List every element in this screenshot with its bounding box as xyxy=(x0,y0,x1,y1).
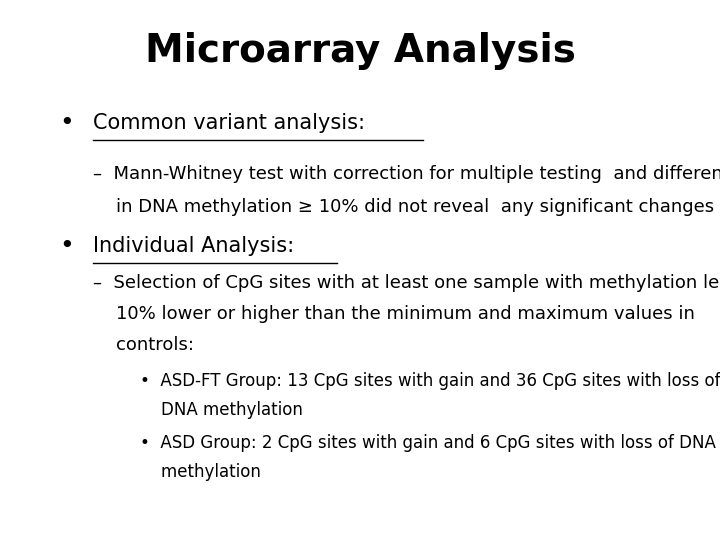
Text: DNA methylation: DNA methylation xyxy=(140,401,303,418)
Text: Common variant analysis:: Common variant analysis: xyxy=(93,113,364,133)
Text: •: • xyxy=(59,234,73,258)
Text: –  Selection of CpG sites with at least one sample with methylation level: – Selection of CpG sites with at least o… xyxy=(93,274,720,292)
Text: methylation: methylation xyxy=(140,463,261,481)
Text: –  Mann-Whitney test with correction for multiple testing  and difference: – Mann-Whitney test with correction for … xyxy=(93,165,720,183)
Text: Individual Analysis:: Individual Analysis: xyxy=(93,236,294,256)
Text: in DNA methylation ≥ 10% did not reveal  any significant changes: in DNA methylation ≥ 10% did not reveal … xyxy=(93,198,714,216)
Text: •: • xyxy=(59,111,73,135)
Text: controls:: controls: xyxy=(93,336,194,354)
Text: •  ASD-FT Group: 13 CpG sites with gain and 36 CpG sites with loss of: • ASD-FT Group: 13 CpG sites with gain a… xyxy=(140,372,720,389)
Text: 10% lower or higher than the minimum and maximum values in: 10% lower or higher than the minimum and… xyxy=(93,305,695,323)
Text: •  ASD Group: 2 CpG sites with gain and 6 CpG sites with loss of DNA: • ASD Group: 2 CpG sites with gain and 6… xyxy=(140,434,716,451)
Text: Microarray Analysis: Microarray Analysis xyxy=(145,32,575,70)
